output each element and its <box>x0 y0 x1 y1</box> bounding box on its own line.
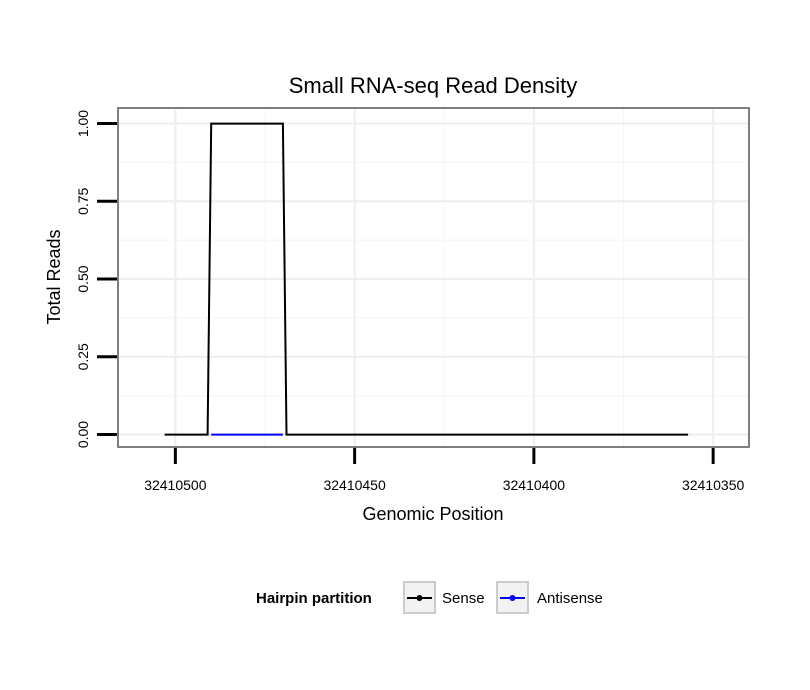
series-lines <box>164 122 689 436</box>
y-tick-label: 0.25 <box>75 343 91 370</box>
x-tick-label: 32410400 <box>503 477 566 493</box>
legend-label-sense: Sense <box>442 590 485 607</box>
y-tick-label: 1.00 <box>75 110 91 137</box>
x-axis-title: Genomic Position <box>362 504 503 524</box>
chart-title: Small RNA-seq Read Density <box>289 73 578 98</box>
legend-item-sense: Sense <box>403 581 485 614</box>
axis-ticks: 0.00 0.25 0.50 0.75 1.00 32410500 32410450 3241… <box>75 110 745 493</box>
x-tick-label: 32410450 <box>323 477 386 493</box>
series-line-sense <box>164 122 689 436</box>
y-axis-title: Total Reads <box>44 229 64 324</box>
legend: Hairpin partition Sense Antisense <box>256 581 603 614</box>
legend-dot-antisense <box>509 595 516 601</box>
legend-title: Hairpin partition <box>256 590 372 607</box>
x-tick-label: 32410350 <box>682 477 745 493</box>
legend-item-antisense: Antisense <box>496 581 603 614</box>
legend-dot-sense <box>416 595 423 601</box>
y-tick-label: 0.00 <box>75 421 91 448</box>
y-tick-label: 0.50 <box>75 265 91 292</box>
y-tick-label: 0.75 <box>75 187 91 214</box>
x-tick-label: 32410500 <box>144 477 207 493</box>
legend-label-antisense: Antisense <box>537 590 603 607</box>
plot-frame <box>117 107 750 448</box>
